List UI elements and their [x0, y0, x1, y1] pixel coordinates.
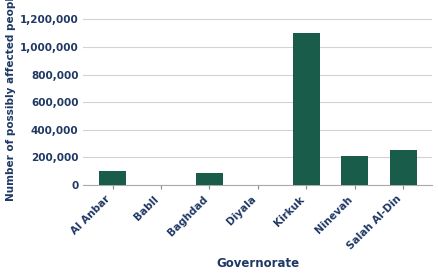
Bar	[99, 171, 126, 185]
Bar	[196, 172, 223, 185]
X-axis label: Governorate: Governorate	[216, 258, 300, 270]
Bar	[390, 150, 417, 185]
Y-axis label: Number of possibly affected people: Number of possibly affected people	[6, 0, 16, 201]
Bar	[293, 33, 320, 185]
Bar	[342, 156, 368, 185]
